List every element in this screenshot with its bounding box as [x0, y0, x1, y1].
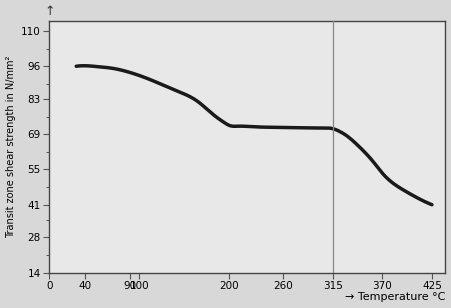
- Y-axis label: Transit zone shear strength in N/mm²: Transit zone shear strength in N/mm²: [5, 56, 15, 238]
- Text: ↑: ↑: [44, 6, 55, 18]
- X-axis label: → Temperature °C: → Temperature °C: [345, 292, 446, 302]
